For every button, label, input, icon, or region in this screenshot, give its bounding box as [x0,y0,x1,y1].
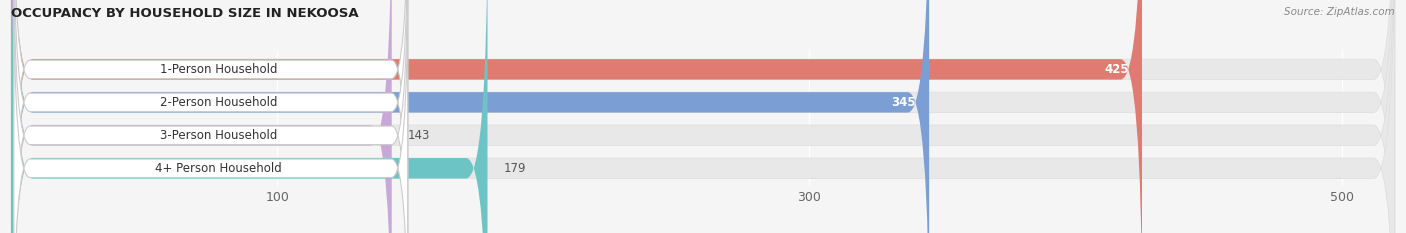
FancyBboxPatch shape [11,0,392,233]
Text: 3-Person Household: 3-Person Household [160,129,277,142]
FancyBboxPatch shape [14,0,408,233]
FancyBboxPatch shape [11,0,1395,233]
Text: 425: 425 [1104,63,1129,76]
FancyBboxPatch shape [11,0,1395,233]
FancyBboxPatch shape [11,0,1395,233]
Text: 179: 179 [503,162,526,175]
FancyBboxPatch shape [14,0,408,233]
FancyBboxPatch shape [14,0,408,233]
Text: 345: 345 [891,96,915,109]
FancyBboxPatch shape [14,0,408,233]
Text: Source: ZipAtlas.com: Source: ZipAtlas.com [1284,7,1395,17]
FancyBboxPatch shape [11,0,488,233]
FancyBboxPatch shape [11,0,929,233]
FancyBboxPatch shape [11,0,1395,233]
Text: 2-Person Household: 2-Person Household [160,96,277,109]
Text: OCCUPANCY BY HOUSEHOLD SIZE IN NEKOOSA: OCCUPANCY BY HOUSEHOLD SIZE IN NEKOOSA [11,7,359,20]
Text: 1-Person Household: 1-Person Household [160,63,277,76]
FancyBboxPatch shape [11,0,1142,233]
Text: 143: 143 [408,129,430,142]
Text: 4+ Person Household: 4+ Person Household [156,162,283,175]
